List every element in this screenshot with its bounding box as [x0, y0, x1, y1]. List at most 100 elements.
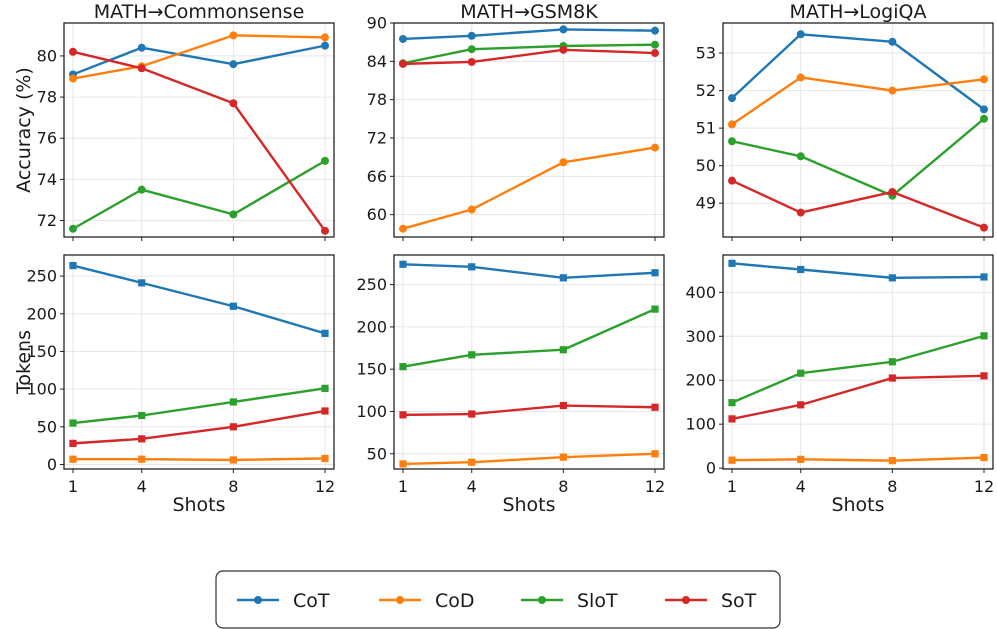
- data-point: [69, 455, 77, 463]
- gridlines: [64, 23, 334, 237]
- panel-tok-commonsense: 0 50 100 150 200 250 1 4 8 12 Shots Tokens: [13, 254, 335, 516]
- data-point: [728, 259, 736, 267]
- data-point: [559, 158, 568, 167]
- x-tick-label: 12: [315, 477, 335, 496]
- series-line: [731, 179, 985, 229]
- series-cot: [728, 259, 988, 282]
- series-line: [402, 28, 656, 41]
- legend-marker: [396, 596, 404, 604]
- data-point: [796, 30, 805, 39]
- data-point: [321, 407, 329, 415]
- panel-acc-logiqa: 49 50 51 52 53 MATH→LogiQA: [696, 1, 994, 241]
- y-tick-label: 50: [696, 156, 716, 175]
- data-point: [69, 47, 77, 56]
- data-point: [69, 439, 77, 447]
- data-point: [796, 73, 805, 82]
- series-line: [731, 334, 985, 404]
- data-point: [138, 455, 146, 463]
- series-line: [731, 262, 985, 280]
- panel-title: MATH→GSM8K: [460, 1, 598, 23]
- data-point: [651, 269, 659, 277]
- legend-marker: [254, 596, 262, 604]
- data-point: [321, 329, 329, 337]
- series-line: [731, 374, 985, 421]
- legend-label: CoT: [293, 590, 330, 612]
- data-point: [399, 363, 407, 371]
- data-point: [888, 374, 896, 382]
- data-point: [229, 398, 237, 406]
- y-tick-label: 80: [37, 46, 57, 65]
- legend-label: CoD: [435, 590, 475, 612]
- data-point: [728, 120, 736, 129]
- data-point: [980, 332, 988, 340]
- series-slot: [728, 332, 988, 407]
- series-line: [72, 159, 326, 230]
- x-tick-label: 8: [887, 477, 897, 496]
- y-tick-label: 66: [367, 167, 387, 186]
- series-sot: [728, 176, 988, 232]
- y-axis-label: Tokens: [13, 330, 35, 395]
- series-slot: [728, 114, 988, 200]
- y-tick-label: 250: [356, 275, 387, 294]
- data-point: [796, 208, 805, 217]
- series-slot: [69, 156, 329, 233]
- gridlines: [723, 255, 993, 469]
- data-point: [559, 401, 567, 410]
- series-line: [402, 263, 656, 280]
- series-cod: [728, 73, 988, 129]
- data-point: [728, 94, 736, 103]
- data-point: [651, 305, 659, 313]
- legend-entry-slot: SloT: [521, 590, 618, 612]
- data-point: [728, 137, 736, 146]
- data-point: [229, 60, 238, 69]
- data-point: [137, 43, 146, 52]
- data-point: [728, 415, 736, 423]
- series-cod: [69, 31, 329, 83]
- y-tick-label: 300: [685, 327, 716, 346]
- plot-frame: [393, 22, 665, 238]
- series-line: [72, 387, 326, 425]
- data-point: [321, 156, 329, 165]
- y-tick-label: 49: [696, 194, 716, 213]
- y-tick-label: 150: [356, 360, 387, 379]
- data-point: [888, 187, 897, 196]
- data-point: [980, 223, 988, 232]
- data-point: [138, 411, 146, 420]
- y-tick-label: 400: [685, 283, 716, 302]
- series-line: [72, 264, 326, 335]
- data-point: [229, 423, 237, 431]
- x-axis-label: Shots: [502, 494, 555, 516]
- y-tick-label: 74: [37, 170, 57, 189]
- data-point: [137, 185, 146, 194]
- data-point: [229, 456, 237, 464]
- data-point: [651, 49, 659, 58]
- data-point: [888, 457, 896, 465]
- plot-frame: [63, 254, 335, 470]
- x-tick-label: 8: [558, 477, 568, 496]
- x-tick-label: 4: [137, 477, 147, 496]
- y-tick-label: 72: [37, 211, 57, 230]
- data-point: [651, 26, 659, 35]
- y-tick-label: 50: [37, 417, 57, 436]
- data-point: [138, 435, 146, 443]
- series-cod: [399, 143, 659, 233]
- x-axis-label: Shots: [831, 494, 884, 516]
- series-line: [402, 404, 656, 417]
- series-slot: [69, 384, 329, 427]
- data-point: [797, 265, 805, 274]
- gridlines: [723, 23, 993, 237]
- x-tick-label: 1: [727, 477, 737, 496]
- data-point: [69, 74, 77, 83]
- series-line: [402, 308, 656, 368]
- gridlines: [64, 255, 334, 469]
- x-tick-label: 1: [398, 477, 408, 496]
- data-point: [229, 302, 237, 310]
- series-slot: [399, 305, 659, 371]
- series-line: [73, 457, 326, 462]
- series-sot: [728, 372, 988, 423]
- panel-title: MATH→Commonsense: [94, 1, 305, 23]
- data-point: [321, 33, 329, 42]
- data-point: [468, 263, 476, 271]
- data-point: [797, 455, 805, 463]
